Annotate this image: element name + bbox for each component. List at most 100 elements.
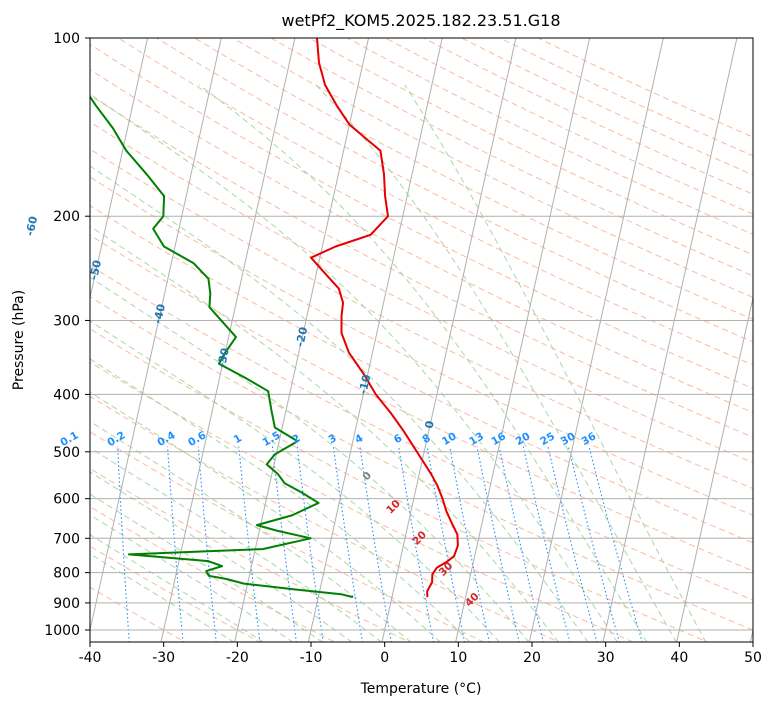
moist-adiabat xyxy=(90,514,294,642)
dry-adiabat xyxy=(90,234,753,572)
moist-adiabat-label: 40 xyxy=(463,591,482,610)
isotherm-line xyxy=(455,38,591,642)
isotherm-label: -40 xyxy=(151,302,168,325)
moist-adiabat xyxy=(90,471,353,642)
mixing-ratio-line xyxy=(449,446,490,642)
isotherm-line xyxy=(749,627,753,642)
mixing-ratio-line xyxy=(522,446,571,642)
dry-adiabat xyxy=(269,38,753,277)
mixing-ratio-line xyxy=(398,446,435,642)
mixing-ratio-label: 6 xyxy=(392,432,404,446)
x-tick-label: 30 xyxy=(597,650,615,666)
isotherm-line xyxy=(307,38,443,642)
isotherm-label: 0 xyxy=(423,419,437,430)
isotherm-label: -30 xyxy=(215,346,232,369)
moist-adiabat xyxy=(198,84,648,642)
moist-adiabat xyxy=(90,276,530,642)
dry-adiabat xyxy=(193,38,753,320)
x-tick-label: 0 xyxy=(380,650,389,666)
dry-adiabat xyxy=(231,38,753,298)
isotherm-label: -20 xyxy=(293,325,310,348)
moist-adiabat xyxy=(90,420,412,642)
dry-adiabat xyxy=(155,38,753,343)
moist-adiabat xyxy=(90,358,471,642)
isotherm-label: -10 xyxy=(356,373,373,396)
mixing-ratio-line xyxy=(332,446,363,642)
mixing-ratio-line xyxy=(166,446,184,642)
isotherm-label: -50 xyxy=(87,259,104,282)
dry-adiabat xyxy=(90,205,753,544)
mixing-ratio-line xyxy=(238,446,261,642)
y-tick-label: 500 xyxy=(53,445,80,461)
dry-adiabat xyxy=(90,395,560,642)
dry-adiabat xyxy=(90,431,485,642)
x-tick-label: 50 xyxy=(744,650,762,666)
moist-adiabat xyxy=(90,493,324,642)
mixing-ratio-label: 13 xyxy=(467,430,486,448)
y-tick-label: 900 xyxy=(53,596,80,612)
x-tick-label: 40 xyxy=(670,650,688,666)
mixing-ratio-line xyxy=(476,446,520,642)
dry-adiabat xyxy=(90,586,187,642)
mixing-ratio-label: 20 xyxy=(514,430,533,448)
y-tick-label: 400 xyxy=(53,387,80,403)
x-tick-label: -20 xyxy=(226,650,249,666)
dry-adiabat xyxy=(90,148,753,490)
isotherm-line xyxy=(602,38,738,642)
dry-adiabat xyxy=(90,264,753,601)
grid-lines xyxy=(0,25,753,642)
y-tick-label: 700 xyxy=(53,531,80,547)
y-tick-label: 100 xyxy=(53,31,80,47)
y-tick-label: 300 xyxy=(53,313,80,329)
mixing-ratio-line xyxy=(271,446,297,642)
mixing-ratio-label: 0.2 xyxy=(105,429,127,449)
moist-adiabat xyxy=(90,165,589,642)
mixing-ratio-label: 36 xyxy=(580,430,599,448)
dry-adiabat xyxy=(90,328,709,642)
mixing-ratio-line xyxy=(296,446,324,642)
isotherm-line xyxy=(0,25,3,642)
dry-adiabat xyxy=(384,38,753,215)
moist-adiabat-label: 0 xyxy=(360,469,374,483)
moist-adiabat xyxy=(315,84,677,642)
chart-title: wetPf2_KOM5.2025.182.23.51.G18 xyxy=(281,11,560,31)
background-lines xyxy=(90,38,753,642)
mixing-ratio-line xyxy=(588,446,643,642)
moist-adiabat xyxy=(90,391,441,642)
dry-adiabat xyxy=(308,38,753,256)
profile-lines xyxy=(90,38,459,599)
mixing-ratio-line xyxy=(197,446,217,642)
y-axis: 100 200 300 400 500 600 700 800 900 1000 xyxy=(44,31,90,639)
y-tick-label: 800 xyxy=(53,566,80,582)
moist-adiabat xyxy=(90,225,559,642)
y-tick-label: 1000 xyxy=(44,623,80,639)
isotherm-line xyxy=(234,38,370,642)
dry-adiabat xyxy=(90,68,753,414)
mixing-ratio-label: 8 xyxy=(420,432,432,446)
plot-frame xyxy=(89,37,754,643)
isotherm-line xyxy=(160,38,296,642)
y-axis-label: Pressure (hPa) xyxy=(11,290,27,390)
mixing-ratio-label: 4 xyxy=(353,432,365,446)
dry-adiabat xyxy=(117,38,753,366)
x-tick-label: 20 xyxy=(523,650,541,666)
x-axis: -40 -30 -20 -10 0 10 20 30 40 50 xyxy=(79,642,762,666)
mixing-ratio-line xyxy=(498,446,544,642)
mixing-ratio-line xyxy=(547,446,598,642)
mixing-ratio-label: 30 xyxy=(559,430,578,448)
isotherm-line xyxy=(528,38,664,642)
isotherm-line xyxy=(90,38,149,301)
moist-adiabat-label: 10 xyxy=(384,498,403,517)
dry-adiabat xyxy=(90,121,753,464)
dry-adiabat xyxy=(498,38,753,157)
mixing-ratio-label: 10 xyxy=(440,430,459,448)
isotherm-line xyxy=(381,38,517,642)
y-tick-label: 200 xyxy=(53,209,80,225)
x-tick-label: 10 xyxy=(449,650,467,666)
dry-adiabat xyxy=(90,296,753,631)
moist-adiabat xyxy=(90,93,618,642)
x-tick-label: -40 xyxy=(79,650,102,666)
x-tick-label: -30 xyxy=(152,650,175,666)
dry-adiabat xyxy=(90,176,753,516)
